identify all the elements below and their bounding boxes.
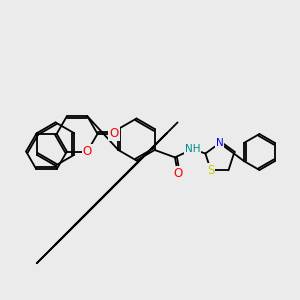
Text: O: O xyxy=(110,127,118,140)
Text: O: O xyxy=(173,167,182,180)
Text: N: N xyxy=(216,138,224,148)
Text: O: O xyxy=(83,145,92,158)
Text: NH: NH xyxy=(185,144,200,154)
Text: S: S xyxy=(207,164,214,177)
